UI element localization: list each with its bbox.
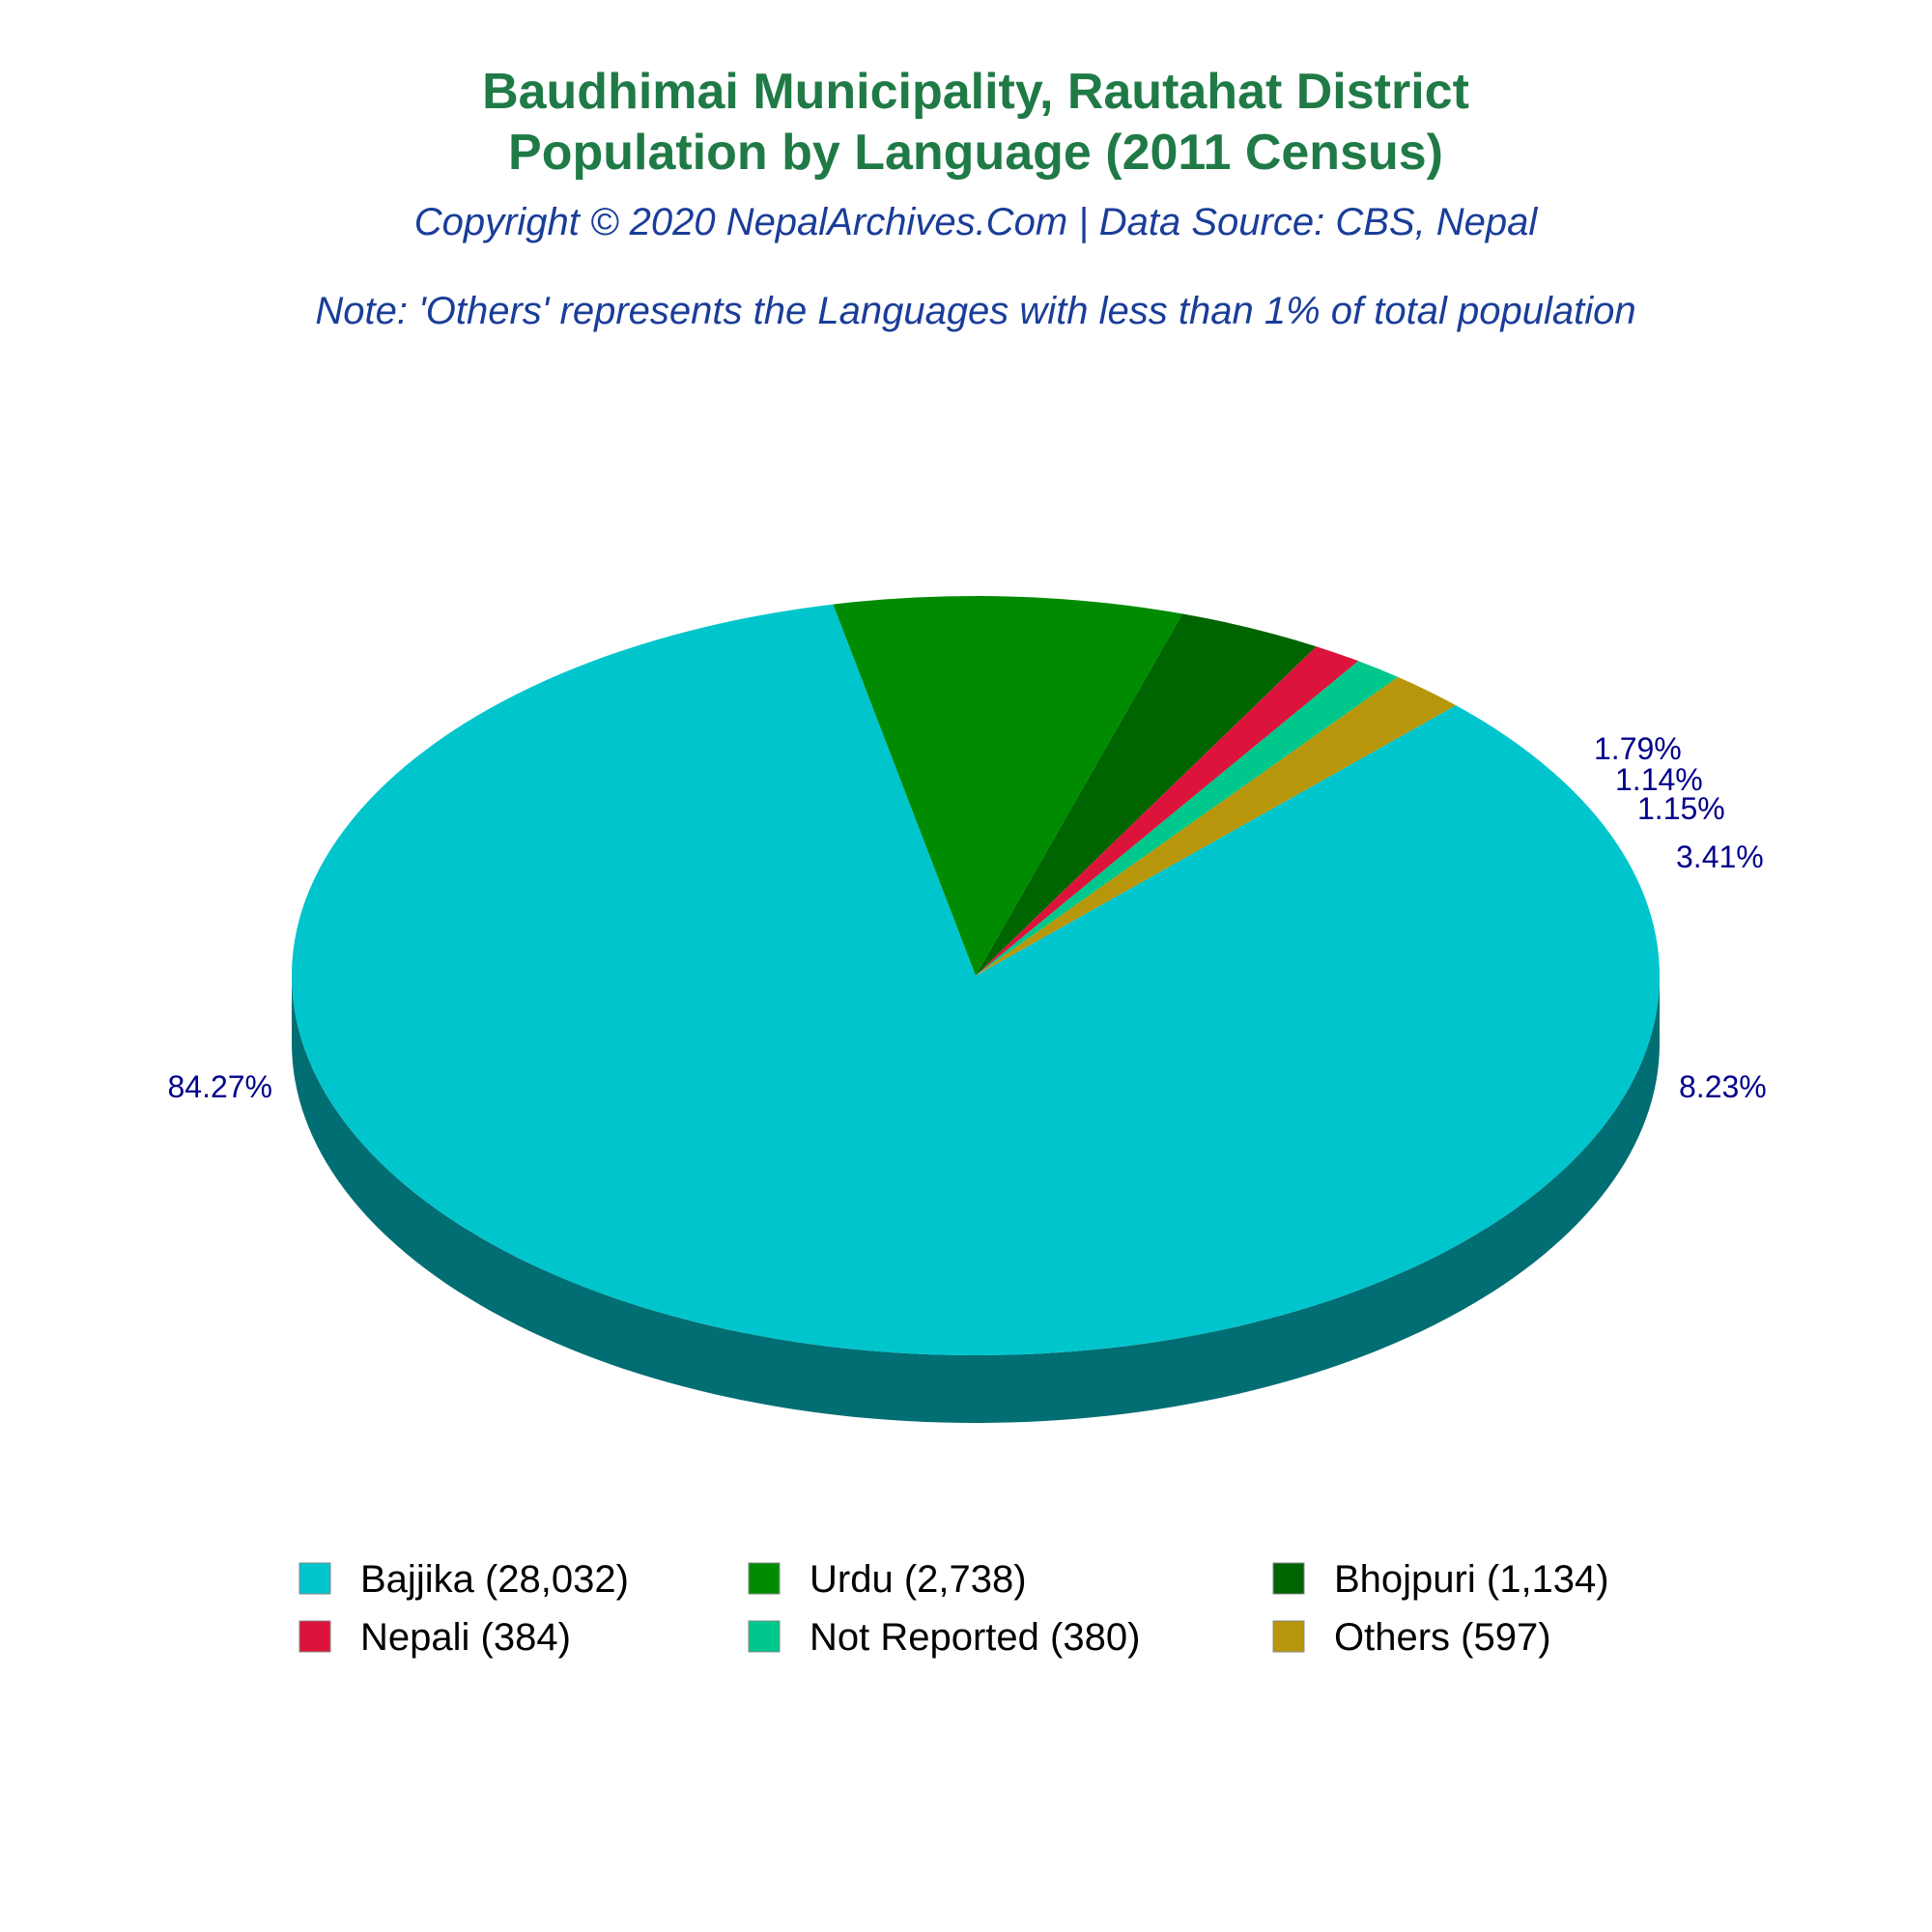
legend-label: Bajjika (28,032) (360, 1558, 629, 1601)
copyright-subtitle: Copyright © 2020 NepalArchives.Com | Dat… (414, 201, 1539, 243)
legend-swatch (1272, 1562, 1305, 1595)
note-subtitle: Note: 'Others' represents the Languages … (315, 290, 1635, 332)
legend-label: Others (597) (1334, 1616, 1551, 1659)
pie-slice-bajjika (291, 604, 1660, 1355)
pie-slice-not-reported (976, 661, 1399, 976)
legend-label: Not Reported (380) (810, 1616, 1140, 1659)
pie-side-bajjika (292, 976, 1660, 1423)
pie-slices (291, 595, 1660, 1355)
legend: Bajjika (28,032) Urdu (2,738) Bhojpuri (1,… (298, 1558, 1609, 1659)
legend-item-nepali: Nepali (384) (298, 1616, 571, 1659)
percent-label-bhojpuri: 3.41% (1676, 839, 1764, 874)
legend-swatch (1272, 1620, 1305, 1653)
legend-swatch (748, 1562, 781, 1595)
legend-label: Urdu (2,738) (810, 1558, 1027, 1601)
pie-slice-urdu (833, 595, 1183, 976)
legend-item-bhojpuri: Bhojpuri (1,134) (1272, 1558, 1609, 1601)
percent-label-not-reported: 1.14% (1615, 762, 1703, 797)
pie-slice-nepali (976, 646, 1359, 976)
legend-swatch (298, 1620, 331, 1653)
percent-labels: 84.27% 8.23% 3.41% 1.15%1.14%1.79% (167, 731, 1766, 1104)
legend-swatch (298, 1562, 331, 1595)
legend-item-bajjika: Bajjika (28,032) (298, 1558, 629, 1601)
pie-slice-bhojpuri (976, 613, 1317, 976)
legend-item-not-reported: Not Reported (380) (748, 1616, 1140, 1659)
chart-title-line-1: Baudhimai Municipality, Rautahat Distric… (482, 64, 1469, 120)
chart-title-line-2: Population by Language (2011 Census) (508, 125, 1443, 181)
percent-label-bajjika: 84.27% (167, 1069, 272, 1104)
percent-label-others: 1.79% (1594, 731, 1682, 766)
legend-item-urdu: Urdu (2,738) (748, 1558, 1027, 1601)
percent-label-urdu: 8.23% (1679, 1069, 1767, 1104)
legend-label: Nepali (384) (360, 1616, 571, 1659)
legend-swatch (748, 1620, 781, 1653)
legend-item-others: Others (597) (1272, 1616, 1551, 1659)
pie-slice-others (976, 676, 1457, 976)
legend-label: Bhojpuri (1,134) (1334, 1558, 1609, 1601)
percent-label-nepali: 1.15% (1637, 791, 1725, 826)
pie-side-walls (292, 976, 1660, 1423)
